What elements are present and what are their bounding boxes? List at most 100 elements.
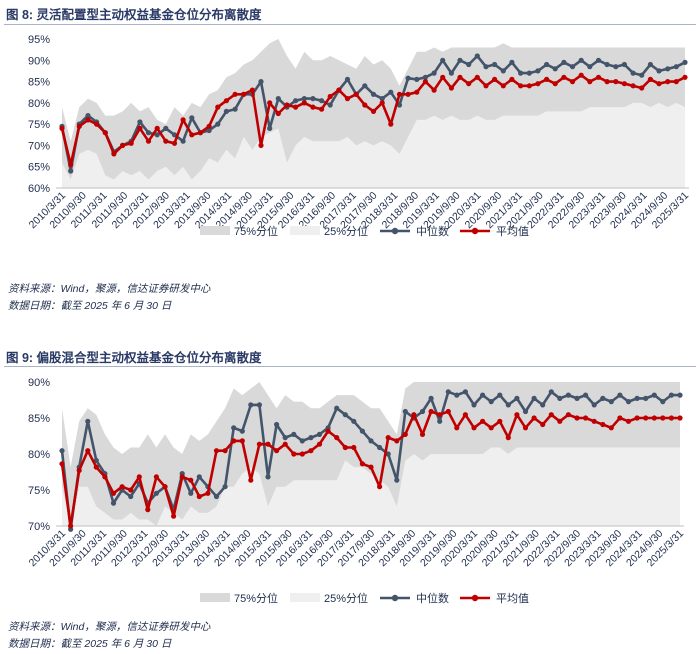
chart8-mean-point — [379, 100, 385, 106]
chart9-legend-p75-label: 75%分位 — [234, 591, 278, 605]
chart8-mean-point — [189, 132, 195, 138]
chart8-median-point — [665, 66, 671, 72]
chart8-mean-point — [526, 83, 532, 89]
chart9-ytick-label: 75% — [28, 485, 50, 497]
chart8-median-point — [656, 68, 662, 74]
chart9-mean-point — [480, 418, 486, 424]
chart9-title-rule — [4, 366, 696, 367]
chart9-mean-point — [677, 415, 683, 421]
chart9-legend-median-marker — [391, 594, 399, 602]
chart9-median-point — [222, 484, 228, 490]
chart9-median-point — [531, 395, 537, 401]
chart8-median-point — [362, 83, 368, 89]
chart8-mean-point — [500, 83, 506, 89]
chart8-mean-point — [457, 74, 463, 80]
chart9-legend-mean-marker — [471, 594, 479, 602]
chart8-median-point — [215, 121, 221, 127]
chart9-mean-point — [385, 435, 391, 441]
chart8-mean-point — [301, 100, 307, 106]
chart9-mean-point — [531, 415, 537, 421]
chart9-mean-point — [342, 444, 348, 451]
chart9-mean-point — [411, 412, 417, 418]
chart8-median-point — [223, 108, 229, 114]
chart8-median-point — [388, 89, 394, 95]
chart8-mean-point — [518, 83, 524, 89]
chart9-median-point — [308, 435, 314, 441]
chart9-mean-point — [394, 438, 400, 444]
chart8-median-point — [492, 61, 498, 68]
chart9-mean-point — [643, 415, 649, 421]
chart9-mean-point — [419, 431, 426, 437]
chart9-median-point — [445, 389, 451, 395]
chart8-median-point — [189, 115, 195, 121]
chart9-mean-point — [153, 474, 159, 480]
chart9-mean-point — [488, 425, 494, 431]
chart8-mean-point — [275, 110, 281, 117]
chart9-median-point — [574, 395, 580, 401]
chart9-mean-point — [462, 412, 468, 418]
chart8-median-point — [448, 70, 454, 76]
chart8-median-point — [673, 64, 679, 70]
chart8-mean-point — [197, 130, 203, 136]
chart9-mean-point — [282, 441, 288, 447]
chart8-mean-point — [673, 79, 679, 85]
chart9-mean-point — [625, 418, 632, 424]
chart8-legend-p25-swatch — [290, 226, 320, 235]
chart9-mean-point — [291, 451, 297, 457]
chart8-mean-point — [405, 91, 411, 97]
chart9-ytick-label: 80% — [28, 449, 50, 461]
chart8-median-point — [301, 96, 307, 102]
chart8-mean-point — [388, 121, 394, 127]
chart9-mean-point — [128, 487, 134, 493]
chart9-median-point — [617, 392, 623, 398]
chart8-median-point — [85, 113, 91, 119]
chart8-mean-point — [293, 104, 299, 110]
chart9-median-point — [677, 392, 683, 398]
chart9-mean-point — [454, 425, 460, 431]
chart9-median-point — [265, 474, 271, 480]
chart8-p25-band — [62, 102, 685, 188]
chart8-mean-point — [466, 81, 472, 87]
chart8-ytick-label: 60% — [28, 183, 50, 195]
chart9-median-point — [110, 500, 117, 506]
chart8-median-point — [267, 125, 273, 131]
chart8-mean-point — [154, 125, 160, 131]
chart8-legend-p75-swatch — [200, 226, 230, 235]
chart8-median-point — [293, 98, 299, 104]
chart8-mean-point — [111, 151, 117, 157]
chart8-mean-point — [163, 138, 169, 144]
chart8-mean-point — [319, 106, 325, 112]
chart8-mean-point — [284, 102, 290, 108]
chart9-median-point — [359, 428, 365, 434]
chart8-mean-point — [206, 123, 212, 129]
chart9-median-point — [454, 392, 460, 398]
chart8-mean-point — [232, 91, 238, 97]
chart9-median-point — [437, 418, 443, 424]
chart8-mean-point — [336, 87, 342, 93]
chart8-mean-point — [613, 79, 619, 85]
chart9-mean-point — [334, 435, 340, 441]
chart8-median-point — [466, 61, 472, 68]
chart9-median-point — [462, 389, 468, 395]
chart9-median-point — [565, 392, 572, 398]
chart8-mean-point — [630, 83, 636, 89]
chart9-median-point — [239, 428, 245, 434]
chart9-median-point — [402, 408, 408, 415]
chart9-mean-point — [325, 428, 331, 434]
chart8-mean-point — [569, 79, 576, 85]
chart9-mean-point — [102, 474, 108, 480]
chart9-mean-point — [110, 490, 117, 496]
chart8-ytick-label: 70% — [28, 140, 50, 152]
chart9-median-point — [625, 399, 632, 405]
chart8-median-point — [587, 64, 593, 70]
chart9-median-point — [153, 490, 159, 496]
chart8-mean-point — [145, 138, 152, 144]
chart8-median-point — [526, 70, 532, 76]
chart8-median-point — [232, 106, 238, 112]
chart8-mean-point — [94, 121, 100, 127]
chart9-median-point — [394, 477, 400, 483]
chart9-median-point — [651, 392, 657, 398]
chart8-median-point — [604, 61, 610, 68]
chart8-median-point — [440, 57, 446, 63]
chart8-median-point — [630, 70, 636, 76]
